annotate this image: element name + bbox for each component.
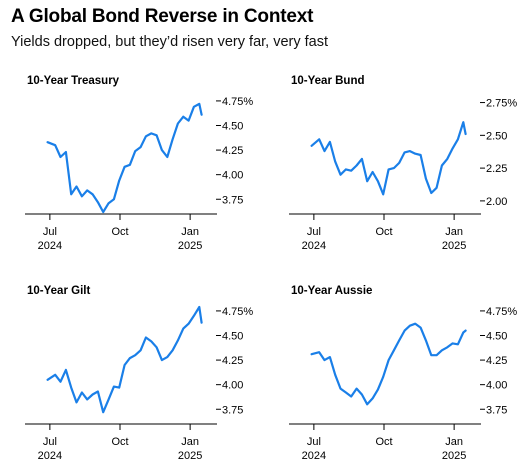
x-tick-year-label: 2025 <box>442 450 466 462</box>
x-tick-year-label: 2024 <box>38 240 62 252</box>
y-tick-label: 4.00 <box>486 380 507 392</box>
x-tick-year-label: 2025 <box>178 240 202 252</box>
y-tick-label: 3.75 <box>222 194 243 206</box>
y-tick-label: 4.75% <box>486 306 517 318</box>
y-tick-label: 4.00 <box>222 170 243 182</box>
panel-title: 10-Year Bund <box>291 75 365 87</box>
x-tick-label: Jan <box>445 436 463 448</box>
x-tick-label: Jan <box>181 436 199 448</box>
x-tick-label: Oct <box>375 436 392 448</box>
x-tick-label: Oct <box>375 226 392 238</box>
x-tick-year-label: 2024 <box>38 450 62 462</box>
chart-aussie: 10-Year Aussie 3.75 4.00 4.25 4.50 4.75% Jul 20… <box>289 285 517 462</box>
x-tick-label: Oct <box>111 226 128 238</box>
y-tick-label: 2.00 <box>486 196 507 208</box>
x-tick-label: Jul <box>43 226 57 238</box>
y-tick-label: 4.25 <box>486 355 507 367</box>
y-tick-label: 4.75% <box>222 306 253 318</box>
y-tick-label: 3.75 <box>486 404 507 416</box>
series-line <box>310 322 467 406</box>
y-tick-label: 4.25 <box>222 145 243 157</box>
y-tick-label: 2.50 <box>486 130 507 142</box>
x-tick-year-label: 2025 <box>442 240 466 252</box>
page-subtitle: Yields dropped, but they’d risen very fa… <box>11 34 329 50</box>
panel-title: 10-Year Gilt <box>27 285 90 297</box>
y-tick-label: 4.50 <box>222 121 243 133</box>
series-line <box>46 102 203 214</box>
page-title: A Global Bond Reverse in Context <box>11 6 314 27</box>
x-tick-year-label: 2024 <box>302 450 326 462</box>
series-line <box>46 305 203 414</box>
x-tick-label: Jul <box>307 436 321 448</box>
series-line <box>310 121 467 196</box>
y-tick-label: 4.00 <box>222 380 243 392</box>
y-tick-label: 2.75% <box>486 98 517 110</box>
y-tick-label: 3.75 <box>222 404 243 416</box>
x-tick-year-label: 2024 <box>302 240 326 252</box>
chart-gilt: 10-Year Gilt 3.75 4.00 4.25 4.50 4.75% Jul 2024… <box>25 285 253 462</box>
x-tick-label: Jul <box>43 436 57 448</box>
y-tick-label: 2.25 <box>486 163 507 175</box>
y-tick-label: 4.50 <box>486 331 507 343</box>
y-tick-label: 4.50 <box>222 331 243 343</box>
x-tick-year-label: 2025 <box>178 450 202 462</box>
x-tick-label: Oct <box>111 436 128 448</box>
x-tick-label: Jan <box>181 226 199 238</box>
chart-treasury: 10-Year Treasury 3.75 4.00 4.25 4.50 4.75% Jul… <box>25 75 253 252</box>
panel-title: 10-Year Treasury <box>27 75 120 87</box>
chart-bund: 10-Year Bund 2.00 2.25 2.50 2.75% Jul 2024 Oct J… <box>289 75 517 252</box>
x-tick-label: Jan <box>445 226 463 238</box>
panel-title: 10-Year Aussie <box>291 285 372 297</box>
x-tick-label: Jul <box>307 226 321 238</box>
y-tick-label: 4.75% <box>222 96 253 108</box>
y-tick-label: 4.25 <box>222 355 243 367</box>
